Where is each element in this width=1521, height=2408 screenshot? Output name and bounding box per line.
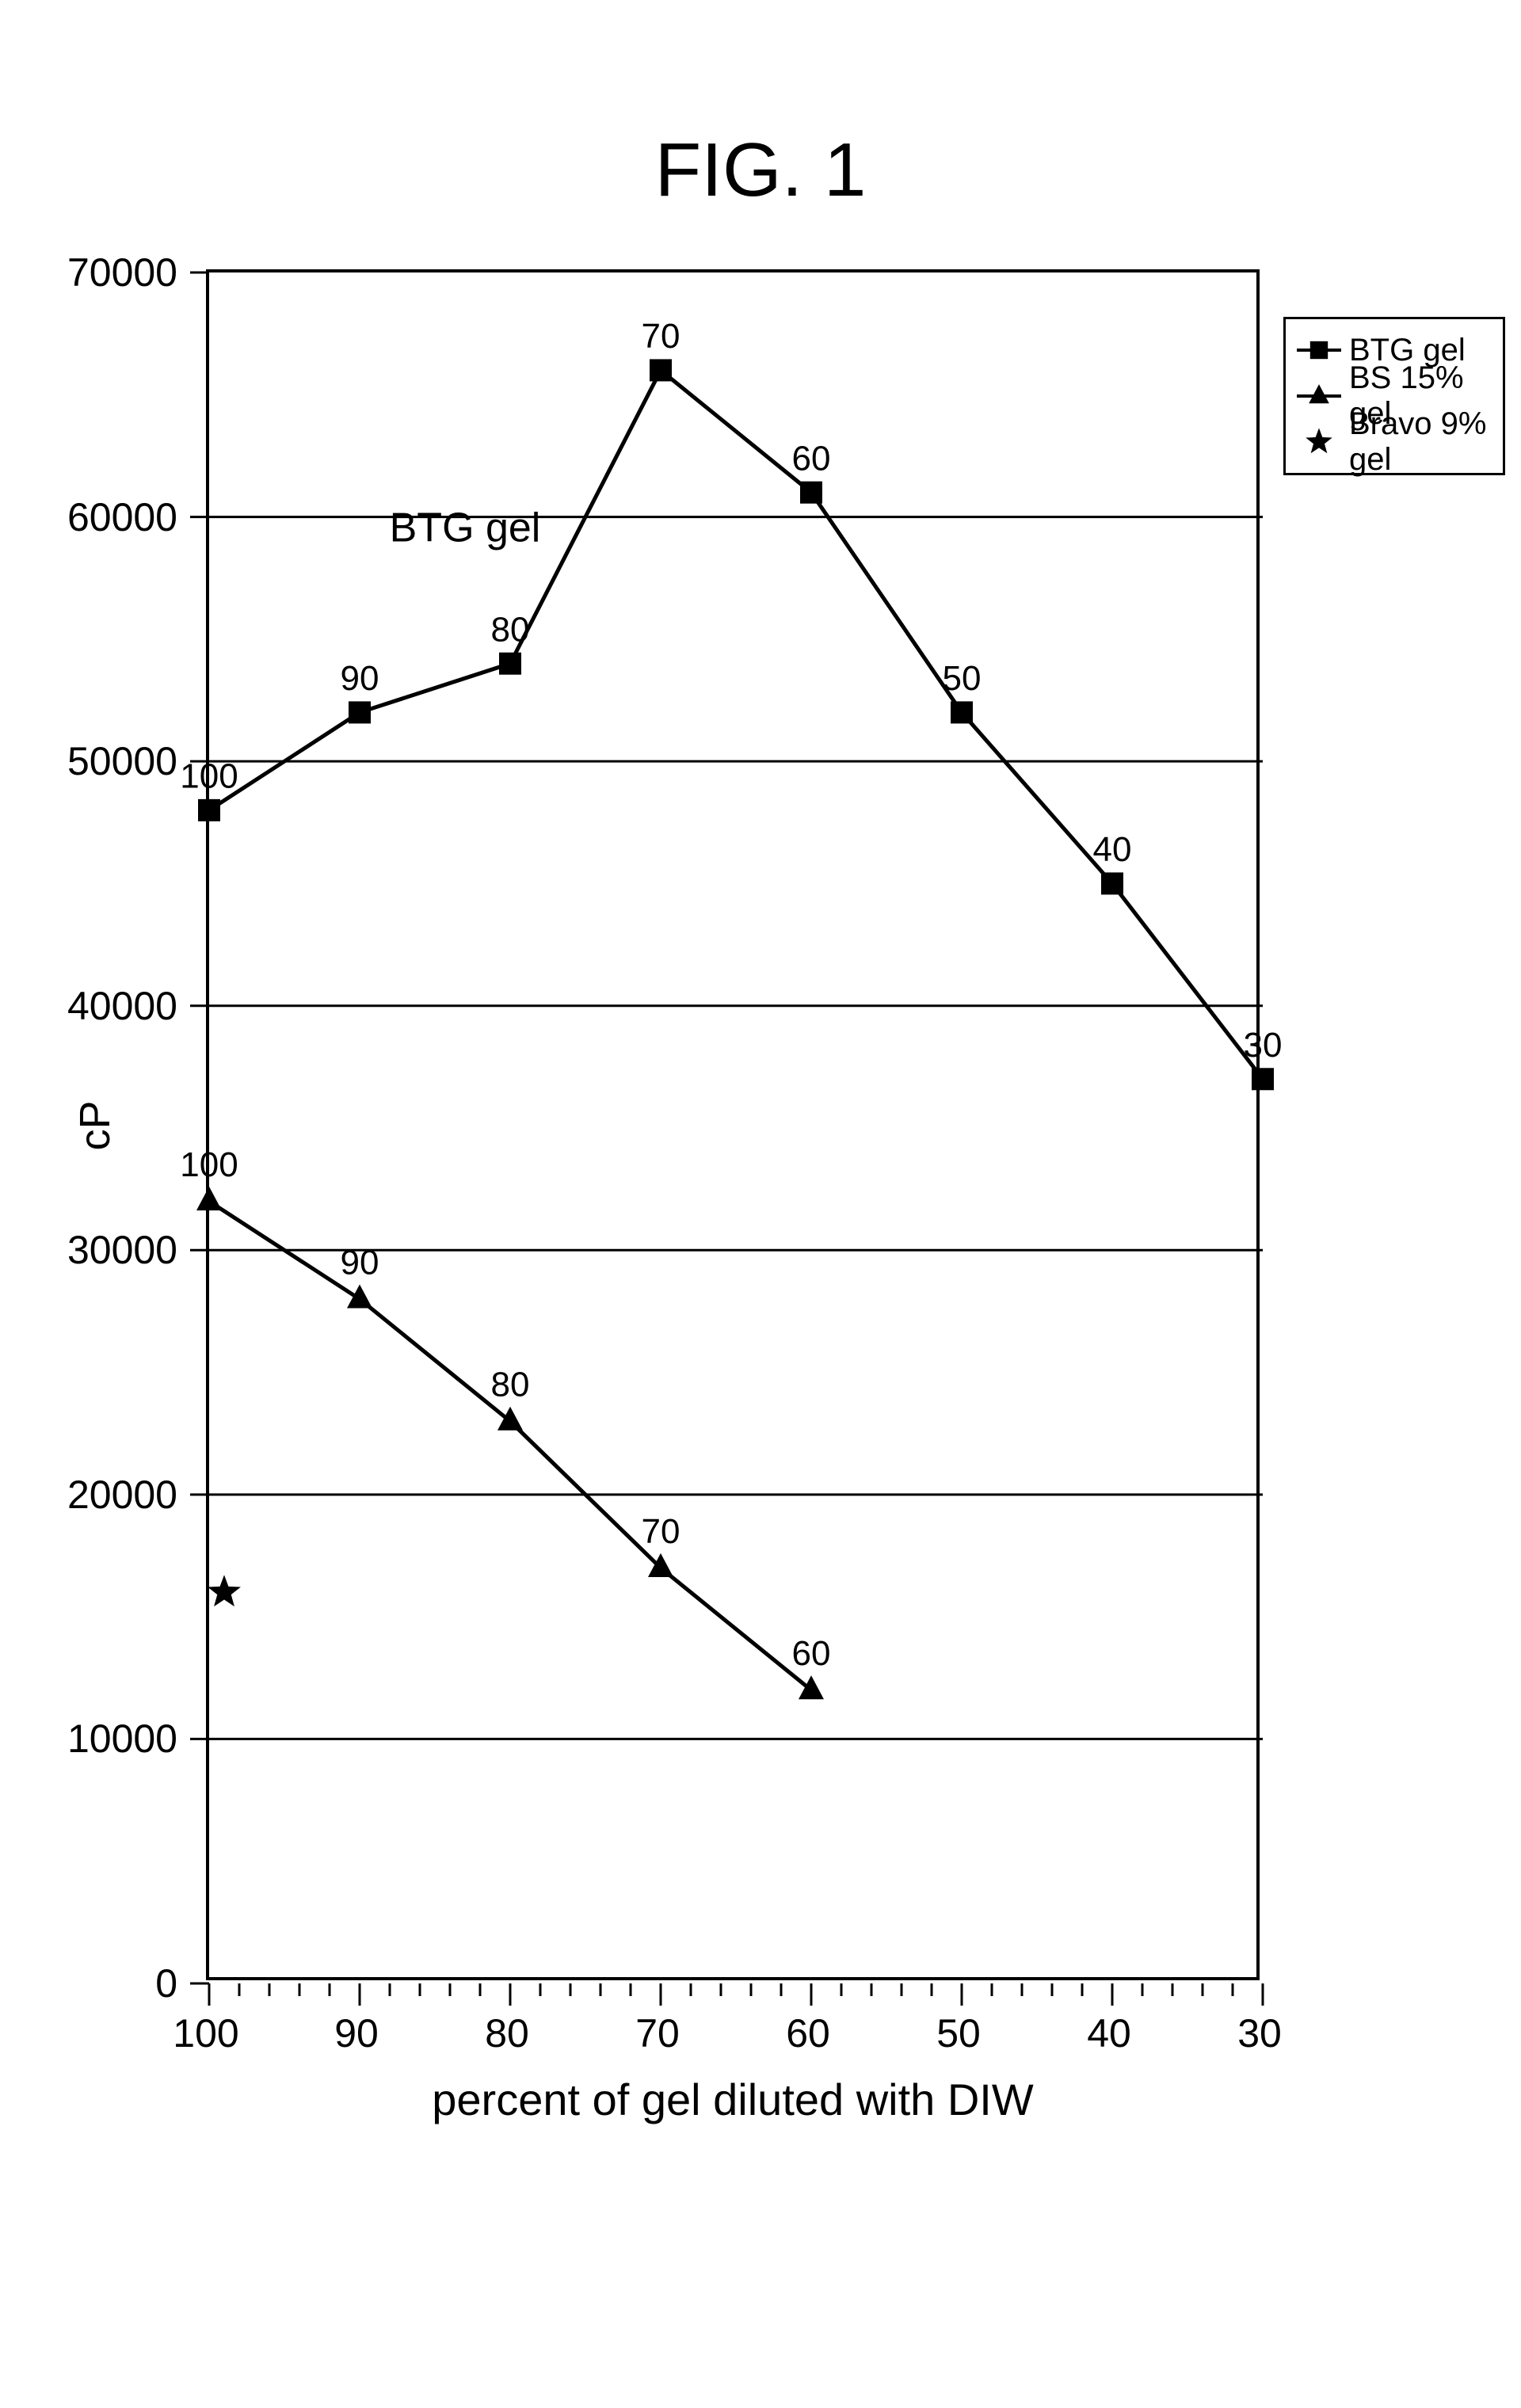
x-tick-label: 70 [635,2010,680,2056]
data-point-label: 60 [792,1634,831,1673]
x-axis-label: percent of gel diluted with DIW [206,2074,1260,2125]
data-point-label: 100 [180,756,238,795]
data-point-label: 90 [341,1243,379,1282]
x-tick-label: 30 [1237,2010,1282,2056]
x-tick-label: 90 [334,2010,379,2056]
data-point-label: 60 [792,439,831,478]
x-tick-label: 60 [786,2010,830,2056]
figure-title: FIG. 1 [0,127,1521,214]
x-tick-label: 100 [173,2010,238,2056]
data-point-label: 80 [491,610,530,649]
data-point-label: 100 [180,1145,238,1184]
y-tick-label: 50000 [67,738,177,784]
legend-marker-icon [1297,327,1341,373]
legend-item: Bravo 9% gel [1297,419,1492,465]
plot-area: 10090807060504030BTG gel10090807060 [206,269,1260,1980]
data-point-label: 90 [341,659,379,698]
y-tick-label: 40000 [67,983,177,1029]
y-tick-label: 30000 [67,1227,177,1273]
x-tick-label: 80 [485,2010,529,2056]
y-tick-label: 60000 [67,494,177,540]
data-point-label: 50 [943,659,982,698]
y-tick-label: 10000 [67,1716,177,1762]
y-tick-label: 20000 [67,1472,177,1518]
legend: BTG gelBS 15% gelBravo 9% gel [1283,317,1505,475]
legend-marker-icon [1297,419,1341,465]
data-point-label: 30 [1244,1026,1283,1065]
data-point-label: 70 [642,317,680,356]
data-point-label: 70 [642,1512,680,1551]
series-annotation: BTG gel [390,505,541,551]
plot-svg: 10090807060504030BTG gel10090807060 [209,272,1263,1983]
page-root: FIG. 1 100 90 80 70 60 50 40 30 BTG gel 100 90 80 70… [0,0,1521,2408]
legend-marker-icon [1297,373,1341,419]
y-tick-label: 70000 [67,250,177,295]
y-tick-label: 0 [155,1960,177,2006]
y-axis-label: cP [71,1078,120,1173]
x-tick-label: 50 [936,2010,981,2056]
data-point-label: 80 [491,1366,530,1404]
legend-label: Bravo 9% gel [1349,406,1492,478]
x-tick-label: 40 [1087,2010,1131,2056]
data-point-label: 40 [1093,830,1132,869]
